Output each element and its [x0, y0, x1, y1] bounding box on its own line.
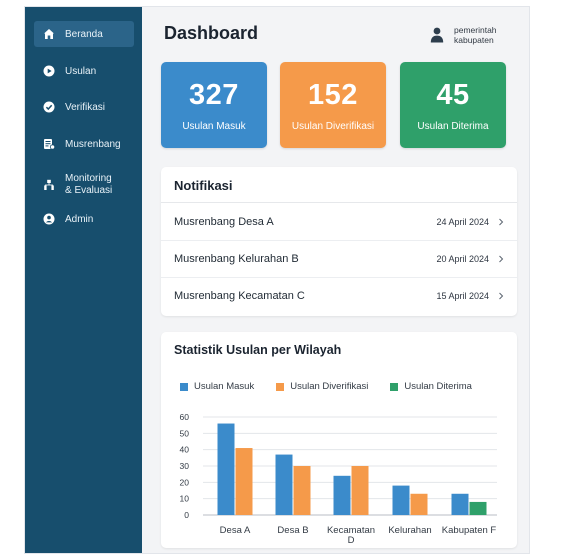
- x-tick-label: Desa A: [220, 525, 251, 536]
- sidebar-item-label: Verifikasi: [65, 101, 106, 113]
- stat-card-usulan-masuk[interactable]: 327 Usulan Masuk: [161, 62, 267, 148]
- app-window: Beranda Usulan Verifikasi Musrenbang: [24, 6, 530, 554]
- legend-label: Usulan Diterima: [404, 381, 472, 392]
- stat-value: 327: [189, 79, 239, 111]
- chart-panel: Statistik Usulan per Wilayah Usulan Masu…: [161, 332, 517, 548]
- y-tick-label: 60: [180, 412, 190, 422]
- sidebar-item-monitoring-evaluasi[interactable]: Monitoring & Evaluasi: [34, 170, 134, 200]
- bar-usulan-masuk: [217, 423, 235, 515]
- bar-usulan-diverifikasi: [235, 448, 253, 515]
- chevron-right-icon: [497, 292, 505, 300]
- sidebar-item-verifikasi[interactable]: Verifikasi: [34, 94, 134, 120]
- chevron-right-icon: [497, 218, 505, 226]
- divider: [161, 202, 517, 203]
- bar-usulan-diverifikasi: [293, 466, 311, 515]
- sidebar-item-label: Beranda: [65, 28, 103, 40]
- x-tick-label: Desa B: [277, 525, 308, 536]
- legend-item: Usulan Diverifikasi: [276, 381, 368, 392]
- x-tick-label: Kabupaten F: [442, 525, 497, 536]
- legend-label: Usulan Masuk: [194, 381, 255, 392]
- sidebar-item-usulan[interactable]: Usulan: [34, 58, 134, 84]
- notification-date: 24 April 2024: [436, 216, 489, 227]
- x-tick-label: Kecamatan: [327, 525, 375, 536]
- bar-usulan-masuk: [392, 485, 410, 515]
- stat-value: 45: [436, 79, 470, 111]
- notification-item[interactable]: Musrenbang Desa A 24 April 2024: [161, 203, 517, 240]
- bar-usulan-diterima: [469, 501, 487, 515]
- notification-date: 20 April 2024: [436, 254, 489, 264]
- user-name-line1: pemerintah: [454, 25, 497, 35]
- sidebar-item-label: Admin: [65, 213, 94, 225]
- y-tick-label: 30: [180, 461, 190, 471]
- bar-usulan-masuk: [275, 454, 293, 515]
- play-circle-icon: [43, 65, 55, 77]
- user-menu[interactable]: pemerintah kabupaten: [430, 22, 520, 48]
- sidebar-item-label: Musrenbang: [65, 138, 121, 150]
- user-name-line2: kabupaten: [454, 35, 494, 45]
- sidebar-item-label: Usulan: [65, 65, 97, 77]
- legend-swatch: [276, 382, 285, 391]
- notification-item[interactable]: Musrenbang Kecamatan C 15 April 2024: [161, 277, 517, 314]
- document-list-icon: [43, 138, 55, 150]
- bar-usulan-masuk: [333, 475, 351, 515]
- sidebar-item-admin[interactable]: Admin: [34, 206, 134, 232]
- stat-label: Usulan Masuk: [182, 121, 246, 132]
- notification-item[interactable]: Musrenbang Kelurahan B 20 April 2024: [161, 240, 517, 277]
- notification-name: Musrenbang Kelurahan B: [174, 253, 299, 265]
- bar-usulan-diverifikasi: [410, 493, 428, 515]
- bar-usulan-masuk: [451, 493, 469, 515]
- legend-label: Usulan Diverifikasi: [290, 381, 369, 392]
- sidebar-item-beranda[interactable]: Beranda: [34, 21, 134, 47]
- user-circle-icon: [43, 213, 55, 225]
- stat-label: Usulan Diterima: [417, 121, 489, 132]
- user-icon: [430, 27, 444, 43]
- notifications-title: Notifikasi: [174, 178, 233, 193]
- notification-name: Musrenbang Desa A: [174, 215, 274, 228]
- y-tick-label: 40: [180, 445, 190, 455]
- sidebar-item-musrenbang[interactable]: Musrenbang: [34, 131, 134, 157]
- sidebar-item-label-line2: & Evaluasi: [65, 185, 113, 196]
- y-tick-label: 20: [180, 477, 190, 487]
- x-tick-label: D: [348, 535, 355, 546]
- org-chart-icon: [43, 179, 55, 191]
- y-tick-label: 0: [184, 510, 189, 520]
- user-name: pemerintah kabupaten: [454, 25, 497, 45]
- stat-value: 152: [308, 79, 358, 111]
- stat-label: Usulan Diverifikasi: [291, 121, 375, 132]
- sidebar-item-label-line1: Monitoring: [65, 173, 112, 184]
- chart-legend: Usulan Masuk Usulan Diverifikasi Usulan …: [180, 381, 494, 392]
- chevron-right-icon: [497, 255, 505, 263]
- page-title: Dashboard: [164, 23, 259, 43]
- y-tick-label: 50: [180, 428, 190, 438]
- legend-swatch: [390, 382, 399, 391]
- stat-card-usulan-diterima[interactable]: 45 Usulan Diterima: [400, 62, 506, 148]
- legend-swatch: [180, 382, 188, 391]
- y-tick-label: 10: [180, 494, 190, 504]
- sidebar: Beranda Usulan Verifikasi Musrenbang: [25, 7, 142, 553]
- check-circle-icon: [43, 101, 55, 113]
- home-icon: [43, 28, 55, 40]
- notification-date: 15 April 2024: [436, 291, 489, 301]
- legend-item: Usulan Diterima: [390, 381, 472, 392]
- notifications-panel: Notifikasi Musrenbang Desa A 24 April 20…: [161, 167, 517, 316]
- notification-name: Musrenbang Kecamatan C: [174, 290, 305, 302]
- x-tick-label: Kelurahan: [388, 525, 431, 536]
- sidebar-item-label-group: Monitoring & Evaluasi: [65, 173, 112, 197]
- legend-item: Usulan Masuk: [180, 381, 254, 392]
- chart-title: Statistik Usulan per Wilayah: [174, 343, 342, 357]
- bar-usulan-diverifikasi: [351, 466, 369, 515]
- stat-card-usulan-diverifikasi[interactable]: 152 Usulan Diverifikasi: [280, 62, 386, 148]
